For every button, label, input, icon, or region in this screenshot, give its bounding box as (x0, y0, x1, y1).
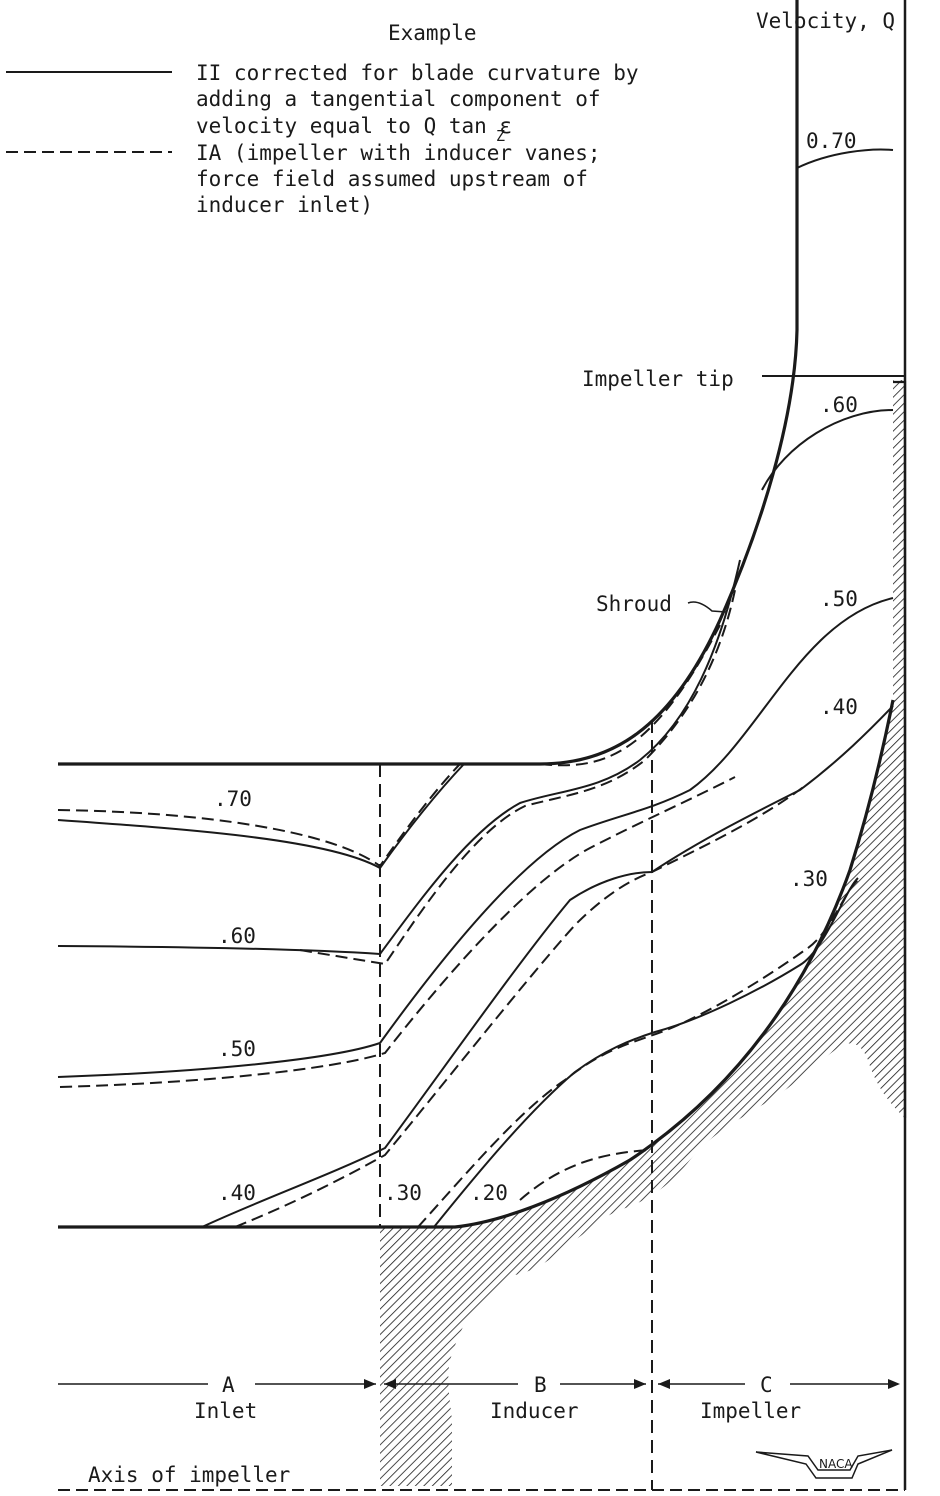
contour-060-upper (761, 409, 894, 491)
label-060-left: .60 (218, 924, 256, 948)
contour-070-dashed (57, 763, 461, 868)
axis-label: Axis of impeller (88, 1463, 290, 1487)
contour-050-solid (57, 597, 894, 1078)
legend-solid-line-2: adding a tangential component of (196, 87, 601, 111)
contour-030-solid (433, 877, 859, 1228)
contour-060-dashed (299, 589, 736, 966)
legend-solid-line-1: II corrected for blade curvature by (196, 61, 639, 85)
legend: II corrected for blade curvature by addi… (6, 61, 639, 217)
contour-070-solid (57, 763, 465, 870)
section-a-name: Inlet (194, 1399, 257, 1423)
label-030-right: .30 (790, 867, 828, 891)
naca-logo-text: NACA (819, 1457, 853, 1471)
label-020-bottom: .20 (470, 1181, 508, 1205)
shroud-label: Shroud (596, 592, 672, 616)
contour-040-solid (201, 705, 894, 1228)
hatched-hub-region (380, 380, 905, 1486)
contour-shroud-dashed (539, 624, 721, 767)
section-c-letter: C (760, 1373, 773, 1397)
section-c-name: Impeller (700, 1399, 801, 1423)
legend-title: Example (388, 21, 477, 45)
section-b-name: Inducer (490, 1399, 579, 1423)
legend-dashed-line-3: inducer inlet) (196, 193, 373, 217)
contour-070-top (796, 148, 894, 169)
hub-contour (58, 699, 895, 1229)
label-050-left: .50 (218, 1037, 256, 1061)
shroud-leader (687, 601, 727, 613)
legend-dashed-line-1: IA (impeller with inducer vanes; (196, 141, 601, 165)
label-050-right: .50 (820, 587, 858, 611)
contour-030-dashed (417, 879, 859, 1228)
label-030-bottom: .30 (384, 1181, 422, 1205)
contour-060-solid (57, 559, 741, 956)
legend-solid-line-3: velocity equal to Q tan ε (196, 114, 512, 138)
contour-040-dashed (234, 784, 807, 1228)
section-arrows (58, 1379, 900, 1389)
label-070-top: 0.70 (806, 129, 857, 153)
legend-dashed-line-2: force field assumed upstream of (196, 167, 588, 191)
label-040-left: .40 (218, 1181, 256, 1205)
label-060-right: .60 (820, 393, 858, 417)
velocity-title: Velocity, Q (756, 9, 895, 33)
contour-050-dashed (59, 776, 736, 1088)
label-070-left: .70 (214, 787, 252, 811)
naca-logo: NACA (755, 1449, 893, 1479)
shroud-contour (58, 0, 799, 766)
impeller-tip-label: Impeller tip (582, 367, 734, 391)
section-a-letter: A (222, 1373, 235, 1397)
section-b-letter: B (534, 1373, 547, 1397)
legend-subscript: Z (496, 127, 505, 145)
label-040-right: .40 (820, 695, 858, 719)
